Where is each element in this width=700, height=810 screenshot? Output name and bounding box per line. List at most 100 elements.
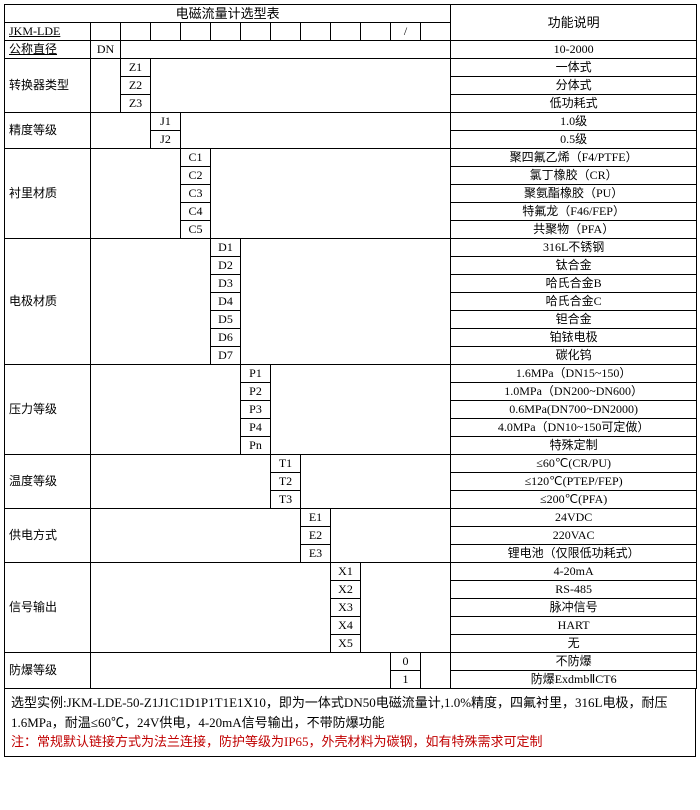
desc-cell: 防爆ExdmbⅡCT6 bbox=[451, 671, 697, 689]
section-label: 防爆等级 bbox=[5, 653, 91, 689]
footer-notes: 选型实例:JKM-LDE-50-Z1J1C1D1P1T1E1X10，即为一体式D… bbox=[4, 689, 696, 757]
desc-cell: 哈氏合金C bbox=[451, 293, 697, 311]
code-cell: J2 bbox=[151, 131, 181, 149]
desc-cell: 4-20mA bbox=[451, 563, 697, 581]
desc-cell: 锂电池（仅限低功耗式） bbox=[451, 545, 697, 563]
pad-right bbox=[211, 149, 451, 239]
code-slot bbox=[301, 23, 331, 41]
desc-cell: 220VAC bbox=[451, 527, 697, 545]
code-cell: E2 bbox=[301, 527, 331, 545]
section-label: 供电方式 bbox=[5, 509, 91, 563]
pad-left bbox=[91, 509, 301, 563]
code-cell: D3 bbox=[211, 275, 241, 293]
desc-cell: 1.0级 bbox=[451, 113, 697, 131]
code-cell: D2 bbox=[211, 257, 241, 275]
code-cell: D6 bbox=[211, 329, 241, 347]
remark-note: 注：常规默认链接方式为法兰连接，防护等级为IP65，外壳材料为碳钢，如有特殊需求… bbox=[11, 732, 689, 752]
code-cell: X5 bbox=[331, 635, 361, 653]
pad-right bbox=[151, 59, 451, 113]
code-slot bbox=[211, 23, 241, 41]
pad-left bbox=[91, 455, 271, 509]
desc-cell: 一体式 bbox=[451, 59, 697, 77]
pad-left bbox=[91, 239, 211, 365]
desc-cell: 分体式 bbox=[451, 77, 697, 95]
code-slot bbox=[181, 23, 211, 41]
desc-cell: 碳化钨 bbox=[451, 347, 697, 365]
pad-left bbox=[91, 365, 241, 455]
code-cell: C2 bbox=[181, 167, 211, 185]
pad-right bbox=[271, 365, 451, 455]
desc-cell: HART bbox=[451, 617, 697, 635]
main-title: 电磁流量计选型表 bbox=[5, 5, 451, 23]
code-cell: E1 bbox=[301, 509, 331, 527]
code-cell: J1 bbox=[151, 113, 181, 131]
pad-right bbox=[301, 455, 451, 509]
code-cell: X1 bbox=[331, 563, 361, 581]
code-slot bbox=[241, 23, 271, 41]
code-cell: 1 bbox=[391, 671, 421, 689]
code-cell: E3 bbox=[301, 545, 331, 563]
desc-cell: 24VDC bbox=[451, 509, 697, 527]
desc-cell: 不防爆 bbox=[451, 653, 697, 671]
code-cell: D1 bbox=[211, 239, 241, 257]
desc-cell: 氯丁橡胶（CR） bbox=[451, 167, 697, 185]
code-cell: C1 bbox=[181, 149, 211, 167]
desc-cell: 聚氨酯橡胶（PU） bbox=[451, 185, 697, 203]
code-cell: D5 bbox=[211, 311, 241, 329]
desc-cell: ≤200℃(PFA) bbox=[451, 491, 697, 509]
example-note: 选型实例:JKM-LDE-50-Z1J1C1D1P1T1E1X10，即为一体式D… bbox=[11, 693, 689, 732]
section-label: 衬里材质 bbox=[5, 149, 91, 239]
code-cell: C5 bbox=[181, 221, 211, 239]
desc-cell: 1.6MPa（DN15~150） bbox=[451, 365, 697, 383]
code-cell: X4 bbox=[331, 617, 361, 635]
code-cell: Z3 bbox=[121, 95, 151, 113]
pad-left bbox=[91, 653, 391, 689]
code-cell: Z1 bbox=[121, 59, 151, 77]
desc-cell: ≤60℃(CR/PU) bbox=[451, 455, 697, 473]
model-code: JKM-LDE bbox=[5, 23, 91, 41]
code-cell: Pn bbox=[241, 437, 271, 455]
desc-cell: 钛合金 bbox=[451, 257, 697, 275]
section-label: 转换器类型 bbox=[5, 59, 91, 113]
code-slot bbox=[121, 23, 151, 41]
section-label: 精度等级 bbox=[5, 113, 91, 149]
desc-cell: 特殊定制 bbox=[451, 437, 697, 455]
code-cell: T3 bbox=[271, 491, 301, 509]
code-slot bbox=[271, 23, 301, 41]
code-slot bbox=[151, 23, 181, 41]
code-cell: D7 bbox=[211, 347, 241, 365]
pad-right bbox=[121, 41, 451, 59]
code-cell: C3 bbox=[181, 185, 211, 203]
code-cell: DN bbox=[91, 41, 121, 59]
pad-right bbox=[361, 563, 451, 653]
code-cell: P3 bbox=[241, 401, 271, 419]
desc-cell: 聚四氟乙烯（F4/PTFE） bbox=[451, 149, 697, 167]
code-cell: P4 bbox=[241, 419, 271, 437]
section-label: 信号输出 bbox=[5, 563, 91, 653]
pad-left bbox=[91, 563, 331, 653]
desc-cell: 10-2000 bbox=[451, 41, 697, 59]
desc-cell: 无 bbox=[451, 635, 697, 653]
desc-cell: 钽合金 bbox=[451, 311, 697, 329]
pad-right bbox=[241, 239, 451, 365]
code-cell: 0 bbox=[391, 653, 421, 671]
desc-cell: 共聚物（PFA） bbox=[451, 221, 697, 239]
desc-cell: 铂铱电极 bbox=[451, 329, 697, 347]
desc-cell: ≤120℃(PTEP/FEP) bbox=[451, 473, 697, 491]
desc-cell: 特氟龙（F46/FEP） bbox=[451, 203, 697, 221]
code-cell: X3 bbox=[331, 599, 361, 617]
desc-cell: RS-485 bbox=[451, 581, 697, 599]
pad-left bbox=[91, 149, 181, 239]
code-cell: D4 bbox=[211, 293, 241, 311]
code-slot bbox=[91, 23, 121, 41]
desc-cell: 低功耗式 bbox=[451, 95, 697, 113]
desc-cell: 316L不锈钢 bbox=[451, 239, 697, 257]
pad-left bbox=[91, 113, 151, 149]
selection-table: 电磁流量计选型表功能说明JKM-LDE/公称直径DN10-2000转换器类型Z1… bbox=[4, 4, 697, 689]
code-cell: P2 bbox=[241, 383, 271, 401]
code-cell: P1 bbox=[241, 365, 271, 383]
code-cell: X2 bbox=[331, 581, 361, 599]
pad-right bbox=[421, 653, 451, 689]
desc-cell: 脉冲信号 bbox=[451, 599, 697, 617]
code-cell: T2 bbox=[271, 473, 301, 491]
